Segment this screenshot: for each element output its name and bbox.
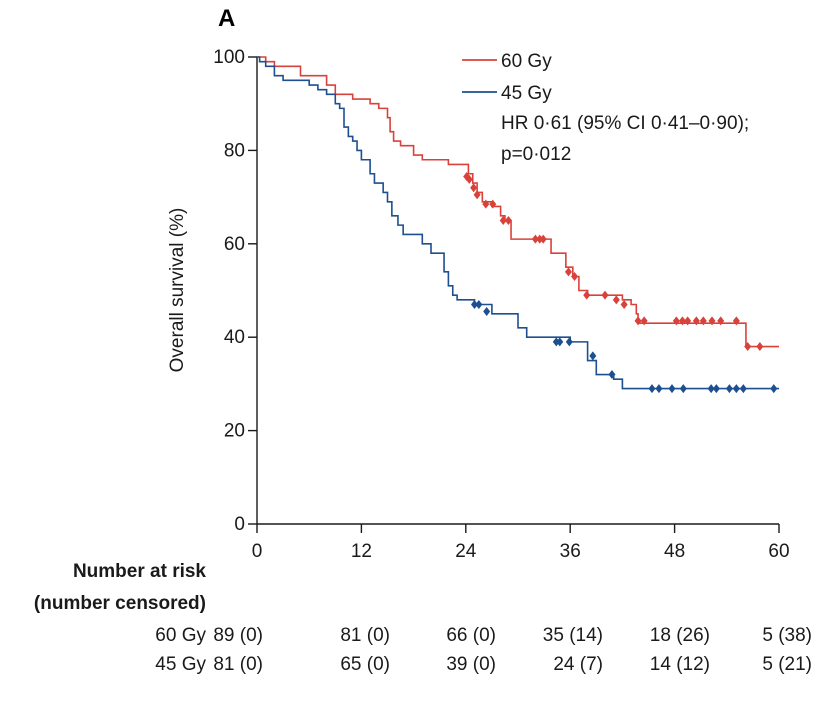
censor-mark	[583, 290, 591, 300]
risk-row-label: 45 Gy	[155, 654, 206, 675]
p-value-text: p=0·012	[501, 144, 571, 165]
risk-table-rows: 60 Gy 89 (0) 81 (0) 66 (0) 35 (14) 18 (26) 5 (…	[155, 625, 812, 675]
risk-table: Number at risk (number censored) 60 Gy 89…	[34, 561, 812, 675]
risk-cell: 81 (0)	[340, 625, 390, 646]
censor-mark	[589, 351, 597, 361]
censor-mark	[699, 316, 707, 326]
risk-cell: 35 (14)	[543, 625, 603, 646]
censor-mark	[672, 316, 680, 326]
y-tick-label: 100	[213, 47, 245, 68]
y-tick-label: 40	[224, 327, 245, 348]
risk-cell: 14 (12)	[650, 654, 710, 675]
x-tick-label: 60	[768, 541, 789, 562]
hazard-ratio-text: HR 0·61 (95% CI 0·41–0·90);	[501, 113, 749, 134]
series-layer	[257, 56, 779, 394]
censor-mark	[620, 300, 628, 310]
risk-row-label: 60 Gy	[155, 625, 206, 646]
censor-mark	[707, 384, 715, 394]
legend-label-60gy: 60 Gy	[501, 51, 552, 72]
y-tick-label: 0	[234, 514, 245, 535]
y-tick-label: 60	[224, 234, 245, 255]
censor-mark	[732, 384, 740, 394]
censor-mark	[692, 316, 700, 326]
x-tick-label: 12	[351, 541, 372, 562]
censor-mark	[725, 384, 733, 394]
censor-mark	[634, 316, 642, 326]
censor-mark	[475, 300, 483, 310]
axes: 0 20 40 60 80 100 0 12 24 36 48 60	[213, 47, 789, 562]
censor-mark	[465, 174, 473, 184]
risk-table-subtitle: (number censored)	[34, 593, 206, 614]
risk-cell: 89 (0)	[213, 625, 263, 646]
censor-mark	[732, 316, 740, 326]
y-tick-label: 80	[224, 140, 245, 161]
censor-mark	[564, 267, 572, 277]
censor-mark	[648, 384, 656, 394]
risk-cell: 66 (0)	[446, 625, 496, 646]
censor-mark	[756, 342, 764, 352]
censor-mark	[684, 316, 692, 326]
x-tick-label: 48	[664, 541, 685, 562]
risk-cell: 39 (0)	[446, 654, 496, 675]
censor-mark	[608, 370, 616, 380]
y-axis-title: Overall survival (%)	[167, 208, 188, 373]
censor-mark	[539, 234, 547, 244]
censor-mark	[482, 199, 490, 209]
censor-mark	[489, 199, 497, 209]
censor-mark	[499, 215, 507, 225]
censor-mark	[531, 234, 539, 244]
censor-mark	[471, 300, 478, 310]
censor-mark	[504, 215, 512, 225]
risk-table-title: Number at risk	[73, 561, 206, 582]
censor-mark	[712, 384, 720, 394]
censor-mark	[612, 295, 620, 305]
risk-cell: 5 (21)	[762, 654, 812, 675]
x-tick-label: 0	[252, 541, 263, 562]
censor-mark	[770, 384, 778, 394]
censor-mark	[640, 316, 648, 326]
censor-mark	[744, 342, 752, 352]
legend-label-45gy: 45 Gy	[501, 83, 552, 104]
censor-mark	[556, 337, 564, 347]
censor-mark	[470, 183, 478, 193]
censor-mark	[473, 190, 481, 200]
x-tick-label: 36	[560, 541, 581, 562]
censor-mark	[565, 337, 573, 347]
series-line-1	[257, 56, 779, 390]
legend: 60 Gy 45 Gy HR 0·61 (95% CI 0·41–0·90); …	[462, 51, 749, 165]
censor-mark	[679, 384, 687, 394]
censor-mark	[717, 316, 725, 326]
panel-label: A	[218, 5, 235, 32]
risk-cell: 24 (7)	[553, 654, 603, 675]
censor-mark	[668, 384, 676, 394]
censor-mark	[483, 307, 491, 317]
risk-cell: 65 (0)	[340, 654, 390, 675]
risk-cell: 5 (38)	[762, 625, 812, 646]
censor-mark	[571, 271, 579, 281]
x-tick-label: 24	[455, 541, 477, 562]
censor-mark	[655, 384, 663, 394]
censor-mark	[601, 290, 609, 300]
censor-mark	[708, 316, 716, 326]
risk-cell: 18 (26)	[650, 625, 710, 646]
risk-cell: 81 (0)	[213, 654, 263, 675]
y-tick-label: 20	[224, 421, 245, 442]
censor-mark	[739, 384, 747, 394]
censor-mark	[678, 316, 686, 326]
